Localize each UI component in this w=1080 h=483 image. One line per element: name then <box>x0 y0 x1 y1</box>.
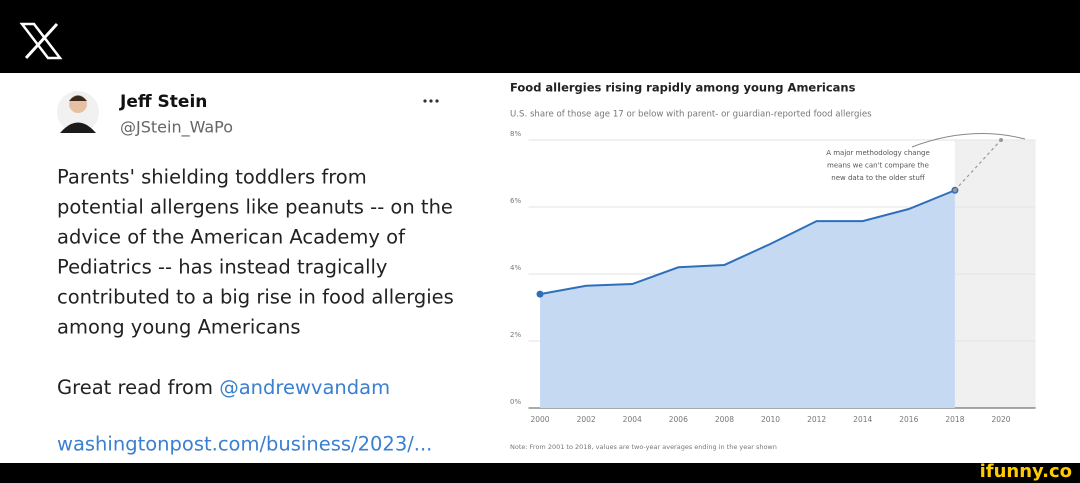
annotation-arrow <box>911 133 1026 148</box>
body-line: Pediatrics -- has instead tragically <box>57 256 387 279</box>
body-line: Parents' shielding toddlers from <box>57 166 367 189</box>
avatar <box>57 91 99 133</box>
handle: @JStein_WaPo <box>120 118 233 138</box>
annotation: A major methodology change <box>826 149 930 157</box>
area <box>540 190 955 408</box>
chart-subtitle: U.S. share of those age 17 or below with… <box>510 110 872 120</box>
y-tick-label: 6% <box>510 197 521 205</box>
x-tick-label: 2002 <box>577 415 596 424</box>
body-line: contributed to a big rise in food allerg… <box>57 286 454 309</box>
body-line: among young Americans <box>57 316 301 339</box>
point <box>952 188 957 193</box>
x-tick-label: 2004 <box>623 415 642 424</box>
link[interactable]: washingtonpost.com/business/2023/... <box>57 433 432 456</box>
y-tick-label: 4% <box>510 264 521 272</box>
point <box>536 290 544 298</box>
y-tick-label: 2% <box>510 331 521 339</box>
watermark: ifunny.co <box>980 461 1072 482</box>
x-tick-label: 2014 <box>853 415 872 424</box>
chart-title: Food allergies rising rapidly among youn… <box>510 81 856 95</box>
x-tick-label: 2018 <box>945 415 964 424</box>
read-line: Great read from @andrewvandam <box>57 376 390 399</box>
x-tick-label: 2012 <box>807 415 826 424</box>
x-tick-label: 2008 <box>715 415 734 424</box>
body-line: advice of the American Academy of <box>57 226 406 249</box>
x-tick-label: 2010 <box>761 415 780 424</box>
y-tick-label: 0% <box>510 398 521 406</box>
x-logo <box>19 22 63 60</box>
x-tick-label: 2016 <box>899 415 918 424</box>
point <box>999 138 1004 142</box>
tweet-body: Parents' shielding toddlers from potentia… <box>57 166 454 339</box>
author: Jeff Stein <box>119 92 207 112</box>
x-tick-label: 2006 <box>669 415 688 424</box>
line <box>539 189 956 296</box>
mention[interactable]: @andrewvandam <box>219 376 390 399</box>
top-bar <box>0 0 1080 73</box>
x-tick-label: 2020 <box>991 415 1010 424</box>
x-tick-label: 2000 <box>530 415 549 424</box>
dashed-line <box>954 139 1002 191</box>
annotation: means we can't compare the <box>827 162 929 170</box>
read-prefix: Great read from <box>57 376 213 399</box>
more-menu[interactable] <box>423 99 439 103</box>
plot: 0% 2% 4% 6% 8% 2000 2002 2004 2006 2008 2010 2012 20… <box>510 130 1036 424</box>
bottom-bar <box>0 463 1080 483</box>
y-tick-label: 8% <box>510 130 521 138</box>
body-line: potential allergens like peanuts -- on t… <box>57 196 453 219</box>
chart-note: Note: From 2001 to 2018, values are two-… <box>510 443 777 451</box>
annotation: new data to the older stuff <box>831 174 925 182</box>
